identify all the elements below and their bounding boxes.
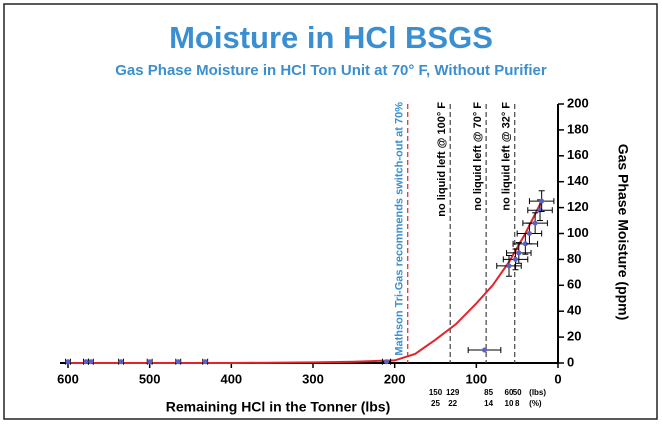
data-point xyxy=(522,241,528,247)
x-tick-label: 400 xyxy=(220,371,242,386)
x-tick-label: 0 xyxy=(554,371,561,386)
y-tick-label: 60 xyxy=(567,277,581,292)
x-tick-label: 200 xyxy=(384,371,406,386)
pct-label: 8 xyxy=(515,399,520,408)
y-tick-label: 160 xyxy=(567,147,589,162)
chart-title: Moisture in HCl BSGS xyxy=(169,20,493,55)
y-tick-label: 100 xyxy=(567,225,589,240)
y-tick-label: 80 xyxy=(567,251,581,266)
y-tick-label: 0 xyxy=(567,354,574,369)
data-point xyxy=(202,359,208,365)
pct-label: 25 xyxy=(431,399,440,408)
reference-label: no liquid left @ 32° F xyxy=(501,102,513,211)
lbs-label: 85 xyxy=(484,388,493,397)
data-point xyxy=(539,198,545,204)
data-point xyxy=(147,359,153,365)
lbs-label: 60 xyxy=(505,388,514,397)
x-tick-label: 300 xyxy=(302,371,324,386)
y-tick-label: 40 xyxy=(567,303,581,318)
x-axis-label: Remaining HCl in the Tonner (lbs) xyxy=(166,399,391,415)
data-point xyxy=(482,347,487,353)
data-point xyxy=(532,220,538,226)
reference-label: Mathson Tri-Gas recommends switch-out at… xyxy=(394,102,406,356)
pct-label: 14 xyxy=(484,399,493,408)
y-tick-label: 20 xyxy=(567,329,581,344)
data-point xyxy=(516,250,522,256)
y-tick-label: 140 xyxy=(567,173,589,188)
data-point xyxy=(513,256,519,262)
x-tick-label: 600 xyxy=(57,371,79,386)
data-point xyxy=(88,359,94,365)
pct-label: 22 xyxy=(448,399,457,408)
data-point xyxy=(118,359,124,365)
y-axis-label: Gas Phase Moisture (ppm) xyxy=(615,144,631,321)
lbs-label: 129 xyxy=(446,388,460,397)
data-point xyxy=(65,359,71,365)
data-point xyxy=(526,231,532,236)
y-tick-label: 120 xyxy=(567,199,589,214)
data-point xyxy=(384,359,389,365)
reference-label: no liquid left @ 70° F xyxy=(472,102,484,211)
lbs-label: 50 xyxy=(513,388,522,397)
reference-label: no liquid left @ 100° F xyxy=(436,102,448,217)
x-tick-label: 100 xyxy=(465,371,487,386)
x-tick-label: 500 xyxy=(139,371,161,386)
pct-unit: (%) xyxy=(529,399,542,408)
y-tick-label: 180 xyxy=(567,121,589,136)
chart-subtitle: Gas Phase Moisture in HCl Ton Unit at 70… xyxy=(115,62,547,79)
data-point xyxy=(83,359,89,365)
y-tick-label: 200 xyxy=(567,95,589,110)
pct-label: 10 xyxy=(505,399,514,408)
lbs-label: 150 xyxy=(429,388,443,397)
frame xyxy=(3,3,658,420)
fit-curve xyxy=(68,200,543,364)
data-point xyxy=(506,263,512,269)
lbs-unit: (lbs) xyxy=(529,388,546,397)
data-point xyxy=(175,359,181,365)
